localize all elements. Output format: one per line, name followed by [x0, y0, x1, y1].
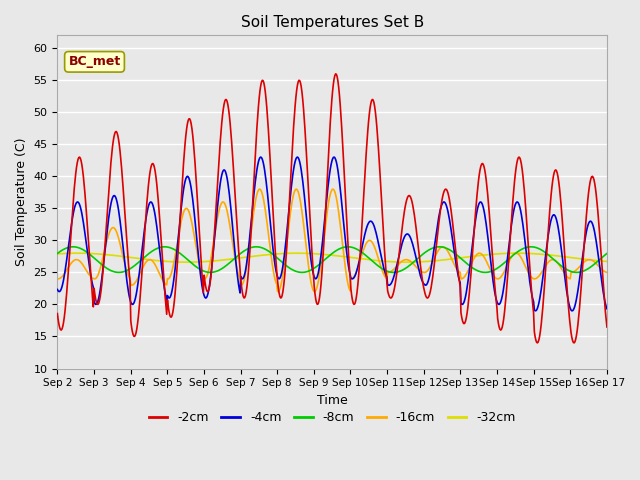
Y-axis label: Soil Temperature (C): Soil Temperature (C) [15, 138, 28, 266]
Text: BC_met: BC_met [68, 55, 121, 68]
Legend: -2cm, -4cm, -8cm, -16cm, -32cm: -2cm, -4cm, -8cm, -16cm, -32cm [143, 406, 521, 429]
X-axis label: Time: Time [317, 394, 348, 407]
Title: Soil Temperatures Set B: Soil Temperatures Set B [241, 15, 424, 30]
